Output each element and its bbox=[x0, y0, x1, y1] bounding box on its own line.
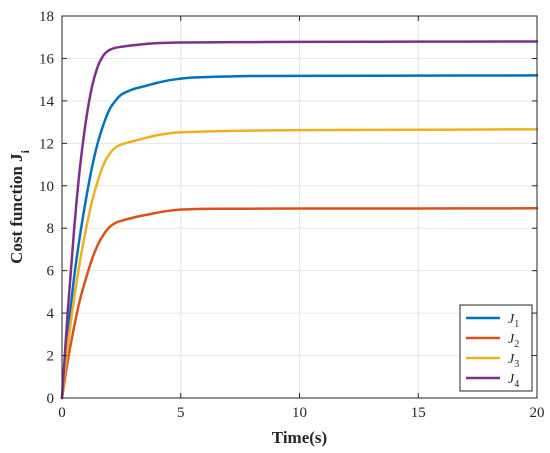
x-tick-label: 0 bbox=[58, 405, 66, 421]
legend-label-main: J bbox=[508, 352, 515, 367]
y-tick-label: 2 bbox=[47, 349, 55, 365]
legend-label-sub: 3 bbox=[514, 359, 519, 370]
y-tick-label: 18 bbox=[39, 9, 54, 25]
legend-label-main: J bbox=[508, 372, 515, 387]
series-line-j1 bbox=[60, 74, 539, 400]
legend-label: J3 bbox=[508, 352, 519, 370]
y-tick-label: 0 bbox=[47, 391, 55, 407]
y-axis-title-sub: i bbox=[18, 149, 32, 153]
legend-label-sub: 2 bbox=[514, 339, 519, 350]
y-tick-label: 16 bbox=[39, 51, 55, 67]
legend-label-main: J bbox=[508, 312, 515, 327]
legend-label: J1 bbox=[508, 312, 519, 330]
legend-label: J2 bbox=[508, 332, 519, 350]
x-axis-title: Time(s) bbox=[272, 428, 327, 447]
y-tick-label: 14 bbox=[39, 94, 55, 110]
legend-label-sub: 4 bbox=[514, 379, 519, 390]
x-tick-label: 5 bbox=[177, 405, 185, 421]
series-layer bbox=[60, 40, 539, 400]
series-line-j3 bbox=[60, 128, 539, 400]
legend-label-sub: 1 bbox=[514, 319, 519, 330]
series-line-j4 bbox=[60, 40, 539, 400]
legend-label-main: J bbox=[508, 332, 515, 347]
legend-box bbox=[459, 304, 533, 392]
y-tick-label: 6 bbox=[47, 264, 55, 280]
y-tick-label: 8 bbox=[47, 221, 55, 237]
y-tick-label: 10 bbox=[39, 179, 54, 195]
x-tick-label: 15 bbox=[411, 405, 426, 421]
legend-label: J4 bbox=[508, 372, 519, 390]
x-tick-label: 10 bbox=[292, 405, 307, 421]
y-axis-title: Cost function Ji bbox=[7, 149, 32, 264]
x-tick-label: 20 bbox=[530, 405, 545, 421]
y-tick-label: 4 bbox=[47, 306, 55, 322]
y-axis-title-main: Cost function J bbox=[7, 153, 26, 264]
y-tick-label: 12 bbox=[39, 136, 54, 152]
series-line-j2 bbox=[60, 207, 539, 400]
